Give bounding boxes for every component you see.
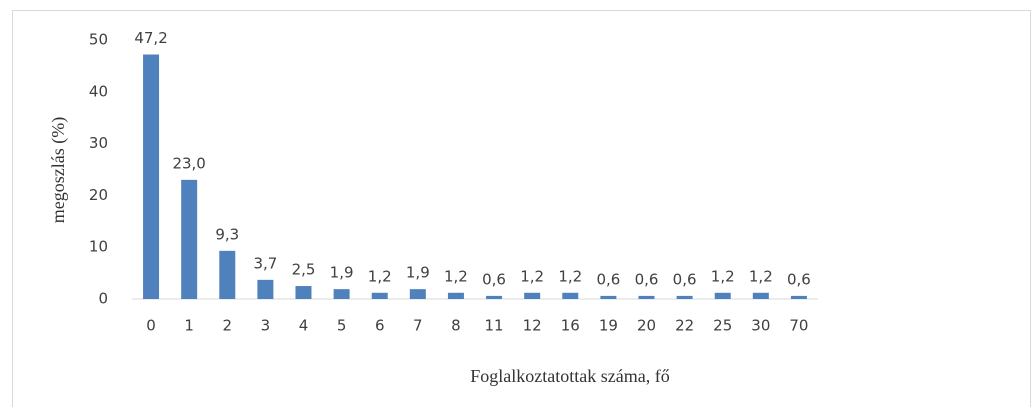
bar — [219, 250, 236, 299]
x-tick-label: 70 — [789, 317, 808, 335]
data-label: 0,6 — [482, 270, 506, 288]
bar — [790, 295, 807, 299]
x-axis-label: Foglalkoztatottak száma, fő — [470, 366, 669, 386]
y-tick-label: 30 — [89, 134, 108, 152]
data-label: 1,2 — [520, 267, 544, 285]
y-tick-label: 50 — [89, 31, 108, 49]
bar — [257, 279, 274, 299]
y-tick-label: 20 — [89, 186, 108, 204]
bar — [562, 292, 579, 299]
data-label: 1,9 — [406, 264, 430, 282]
x-tick-label: 19 — [599, 317, 618, 335]
bar — [524, 292, 541, 299]
data-label: 1,2 — [368, 267, 392, 285]
x-tick-label: 30 — [751, 317, 770, 335]
y-tick-label: 0 — [98, 290, 108, 308]
y-tick-label: 10 — [89, 238, 108, 256]
x-tick-label: 4 — [299, 317, 309, 335]
data-label: 0,6 — [673, 270, 697, 288]
x-tick-label: 6 — [375, 317, 385, 335]
x-tick-label: 8 — [451, 317, 461, 335]
y-axis-label: megoszlás (%) — [48, 117, 69, 223]
chart-border — [12, 10, 1031, 407]
x-tick-label: 0 — [146, 317, 156, 335]
data-label: 0,6 — [635, 270, 659, 288]
x-tick-label: 3 — [261, 317, 271, 335]
data-label: 3,7 — [253, 254, 277, 272]
bar — [333, 289, 350, 299]
data-label: 47,2 — [134, 29, 167, 47]
data-label: 1,2 — [558, 267, 582, 285]
bar — [143, 54, 160, 300]
bar — [600, 295, 617, 299]
bar — [486, 295, 503, 299]
x-tick-label: 25 — [713, 317, 732, 335]
data-label: 23,0 — [172, 154, 205, 172]
bar — [752, 292, 769, 299]
x-tick-label: 12 — [523, 317, 542, 335]
x-tick-label: 2 — [223, 317, 233, 335]
data-label: 1,2 — [444, 267, 468, 285]
y-tick-label: 40 — [89, 82, 108, 100]
x-tick-label: 1 — [184, 317, 194, 335]
bar — [714, 292, 731, 299]
x-tick-label: 16 — [561, 317, 580, 335]
data-label: 0,6 — [596, 270, 620, 288]
data-label: 1,2 — [749, 267, 773, 285]
bar — [447, 292, 464, 299]
x-tick-label: 22 — [675, 317, 694, 335]
data-label: 2,5 — [292, 261, 316, 279]
data-label: 1,2 — [711, 267, 735, 285]
x-tick-label: 11 — [485, 317, 504, 335]
bar — [371, 292, 388, 299]
bar — [409, 289, 426, 299]
data-label: 9,3 — [215, 225, 239, 243]
bar — [638, 295, 655, 299]
bar — [181, 179, 198, 299]
x-tick-label: 5 — [337, 317, 347, 335]
data-label: 0,6 — [787, 270, 811, 288]
x-tick-label: 20 — [637, 317, 656, 335]
bar — [676, 295, 693, 299]
x-tick-label: 7 — [413, 317, 423, 335]
data-label: 1,9 — [330, 264, 354, 282]
bar — [295, 286, 312, 299]
